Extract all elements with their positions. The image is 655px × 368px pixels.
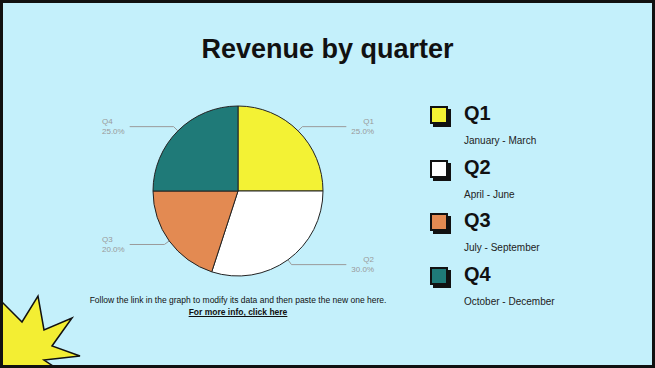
- html-text:January - March: January - March: [464, 135, 537, 146]
- svg-text:Revenue by quarter: Revenue by quarter: [201, 34, 454, 64]
- html-text:Q2: Q2: [464, 155, 491, 178]
- svg-text:Q2: Q2: [363, 255, 374, 264]
- svg-text:Q4: Q4: [102, 117, 113, 126]
- html-text:April - June: April - June: [464, 188, 515, 200]
- svg-text:25.0%: 25.0%: [102, 127, 125, 136]
- svg-text:Q1: Q1: [363, 117, 374, 126]
- html-text:For more info, click here: For more info, click here: [188, 307, 288, 317]
- html-text:Q1: Q1: [464, 102, 491, 124]
- svg-text:30.0%: 30.0%: [351, 265, 374, 274]
- svg-text:Q3: Q3: [102, 235, 113, 244]
- html-text:October - December: October - December: [464, 295, 555, 307]
- svg-text:25.0%: 25.0%: [351, 127, 374, 136]
- svg-text:20.0%: 20.0%: [102, 245, 125, 254]
- html-text:Q3: Q3: [464, 209, 491, 231]
- html-text:July - September: July - September: [464, 242, 540, 253]
- html-text:Follow the link in the graph t: Follow the link in the graph to modify i…: [89, 295, 387, 305]
- html-text:Q4: Q4: [464, 262, 491, 285]
